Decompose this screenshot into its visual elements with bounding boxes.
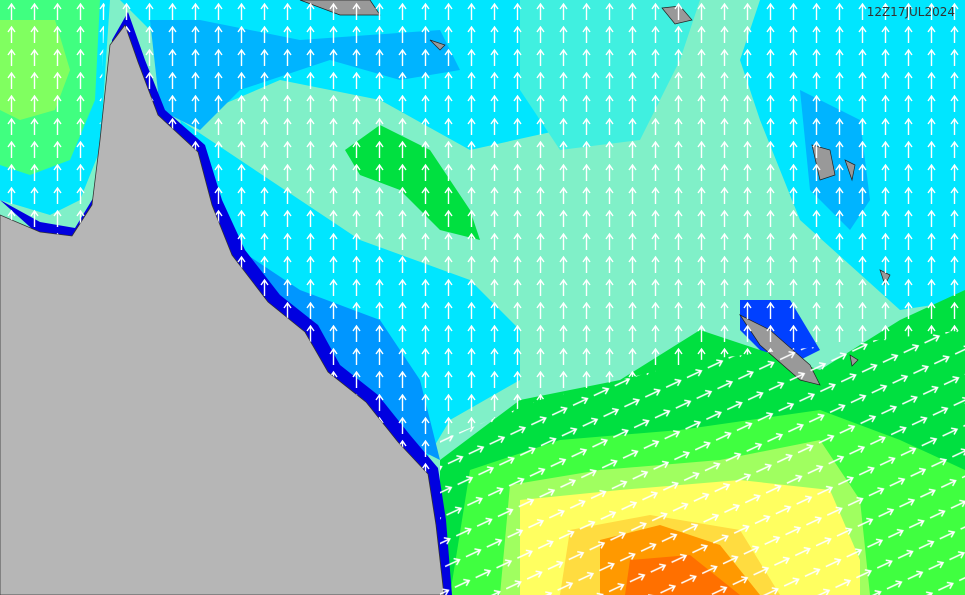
timestamp: 12Z17JUL2024 (867, 5, 955, 19)
